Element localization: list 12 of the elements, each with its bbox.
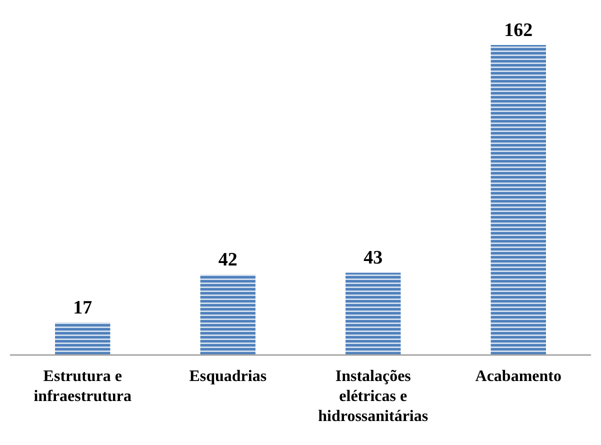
data-label: 42 (218, 250, 238, 271)
bar (346, 272, 401, 355)
data-label: 17 (73, 297, 93, 318)
x-tick-label: Esquadrias (189, 368, 267, 385)
x-tick-label: Acabamento (475, 368, 562, 385)
data-label: 162 (504, 20, 533, 41)
data-label: 43 (364, 248, 383, 269)
bar (490, 45, 546, 355)
x-tick-label: Instalações elétricas e hidrossanitárias (318, 368, 428, 425)
bar (55, 322, 110, 355)
x-tick-label: Estrutura e infraestrutura (34, 368, 132, 405)
bar (200, 274, 256, 355)
